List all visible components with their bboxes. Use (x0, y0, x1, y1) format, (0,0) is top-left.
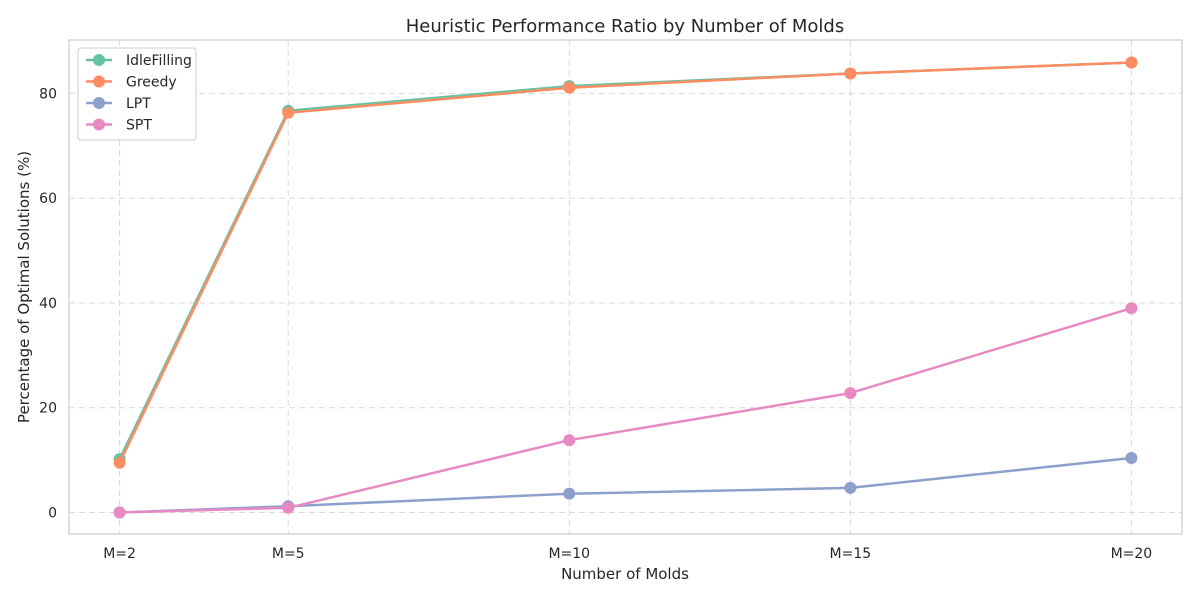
data-point (844, 481, 857, 494)
data-point (563, 434, 576, 447)
legend-label: SPT (126, 118, 152, 134)
x-tick-label: M=5 (272, 546, 305, 562)
series-line (118, 61, 1132, 460)
data-point (1125, 452, 1138, 465)
data-point (563, 487, 576, 500)
legend-label: IdleFilling (126, 53, 192, 69)
legend-marker (93, 118, 105, 131)
plot-frame (68, 39, 1183, 535)
x-tick-label: M=2 (103, 546, 136, 562)
series-layer (113, 56, 1138, 519)
y-tick-label: 80 (39, 86, 57, 102)
data-point (282, 501, 295, 514)
data-point (282, 106, 295, 119)
x-tick-label: M=15 (830, 546, 872, 562)
chart-title: Heuristic Performance Ratio by Number of… (406, 16, 844, 37)
legend-marker (93, 75, 105, 88)
data-point (844, 67, 857, 80)
series-idlefilling (113, 56, 1138, 466)
series-spt (113, 302, 1138, 519)
legend-box (77, 47, 197, 141)
y-tick-label: 60 (39, 191, 57, 207)
legend-marker (93, 97, 105, 109)
data-point (1125, 302, 1138, 315)
data-point (563, 81, 576, 94)
y-tick-label: 0 (48, 506, 57, 522)
series-line (119, 307, 1132, 514)
data-point (113, 506, 126, 519)
series-line (118, 61, 1132, 464)
y-axis-label: Percentage of Optimal Solutions (%) (15, 151, 33, 423)
x-tick-label: M=20 (1111, 546, 1153, 562)
series-line (119, 456, 1132, 514)
y-tick-label: 20 (39, 401, 57, 417)
x-tick-label: M=10 (548, 546, 590, 562)
grid-lines (69, 40, 1182, 534)
legend-marker (93, 54, 105, 66)
data-point (1125, 56, 1138, 69)
tick-labels: M=2 M=5 M=10 M=15 M=20 0 20 40 60 80 (39, 86, 1152, 562)
data-point (844, 387, 857, 400)
y-tick-label: 40 (39, 296, 57, 312)
x-axis-label: Number of Molds (561, 565, 689, 583)
legend-label: Greedy (126, 75, 177, 91)
data-point (113, 456, 126, 469)
legend-label: LPT (126, 96, 151, 112)
legend: IdleFilling Greedy LPT SPT (77, 47, 197, 141)
series-greedy (113, 56, 1138, 469)
